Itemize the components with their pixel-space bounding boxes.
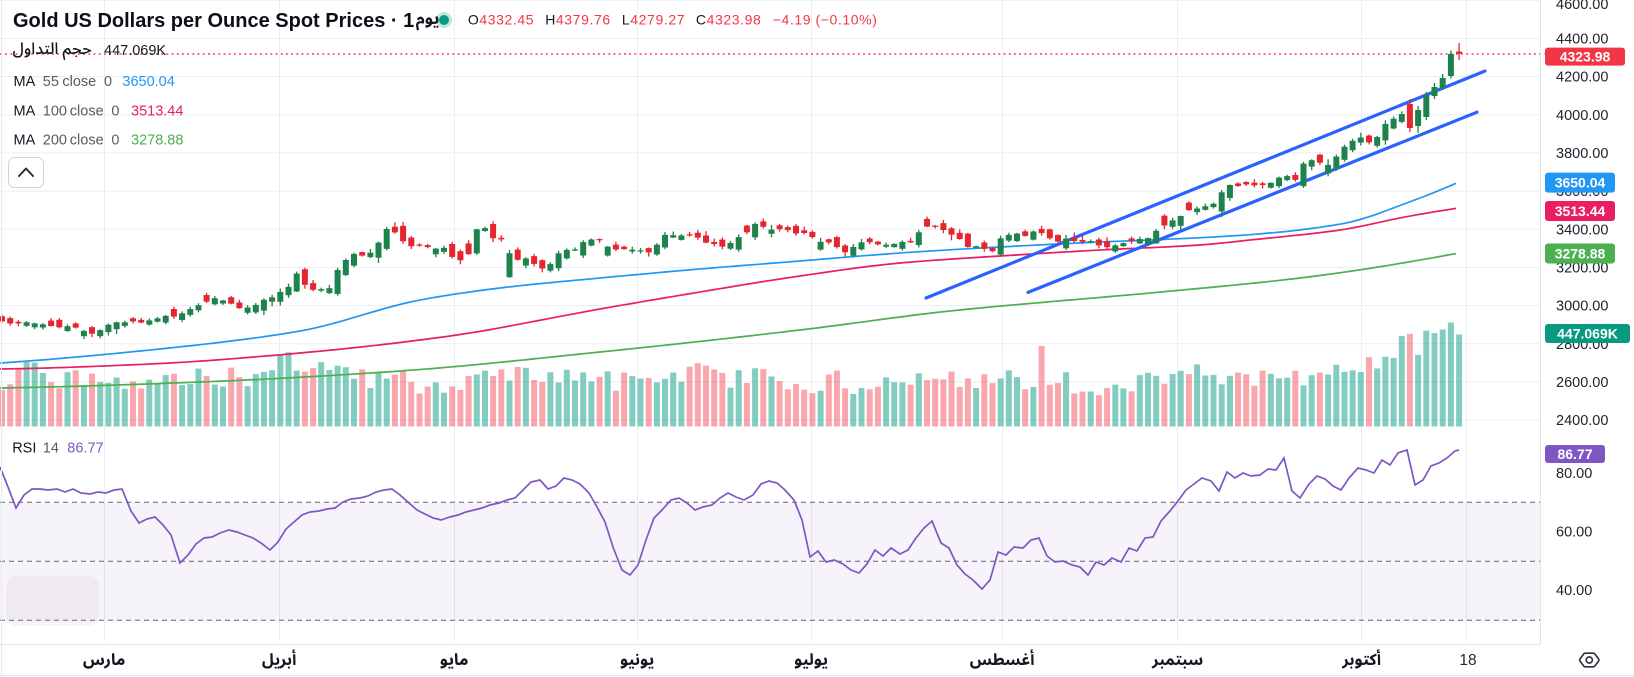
svg-text:447.069K: 447.069K — [104, 43, 166, 59]
svg-text:80.00: 80.00 — [1556, 466, 1592, 482]
svg-text:4600.00: 4600.00 — [1556, 0, 1608, 13]
svg-text:3278.88: 3278.88 — [1555, 246, 1606, 262]
svg-text:3513.44: 3513.44 — [1555, 203, 1606, 219]
svg-text:3400.00: 3400.00 — [1556, 222, 1608, 238]
svg-text:2600.00: 2600.00 — [1556, 375, 1608, 391]
svg-text:447.069K: 447.069K — [1557, 326, 1618, 342]
svg-text:3800.00: 3800.00 — [1556, 146, 1608, 162]
svg-text:3650.04: 3650.04 — [1555, 175, 1606, 191]
svg-text:86.77: 86.77 — [1557, 446, 1592, 462]
svg-text:2400.00: 2400.00 — [1556, 413, 1608, 429]
svg-text:3000.00: 3000.00 — [1556, 299, 1608, 315]
svg-text:4200.00: 4200.00 — [1556, 70, 1608, 86]
svg-text:4000.00: 4000.00 — [1556, 108, 1608, 124]
svg-text:60.00: 60.00 — [1556, 525, 1592, 541]
svg-text:3200.00: 3200.00 — [1556, 261, 1608, 277]
svg-text:4400.00: 4400.00 — [1556, 32, 1608, 48]
svg-text:18: 18 — [1459, 652, 1476, 669]
svg-text:4323.98: 4323.98 — [1560, 49, 1611, 65]
svg-text:40.00: 40.00 — [1556, 583, 1592, 599]
svg-text:Gold US Dollars per Ounce Spot: Gold US Dollars per Ounce Spot Prices · … — [13, 10, 414, 32]
